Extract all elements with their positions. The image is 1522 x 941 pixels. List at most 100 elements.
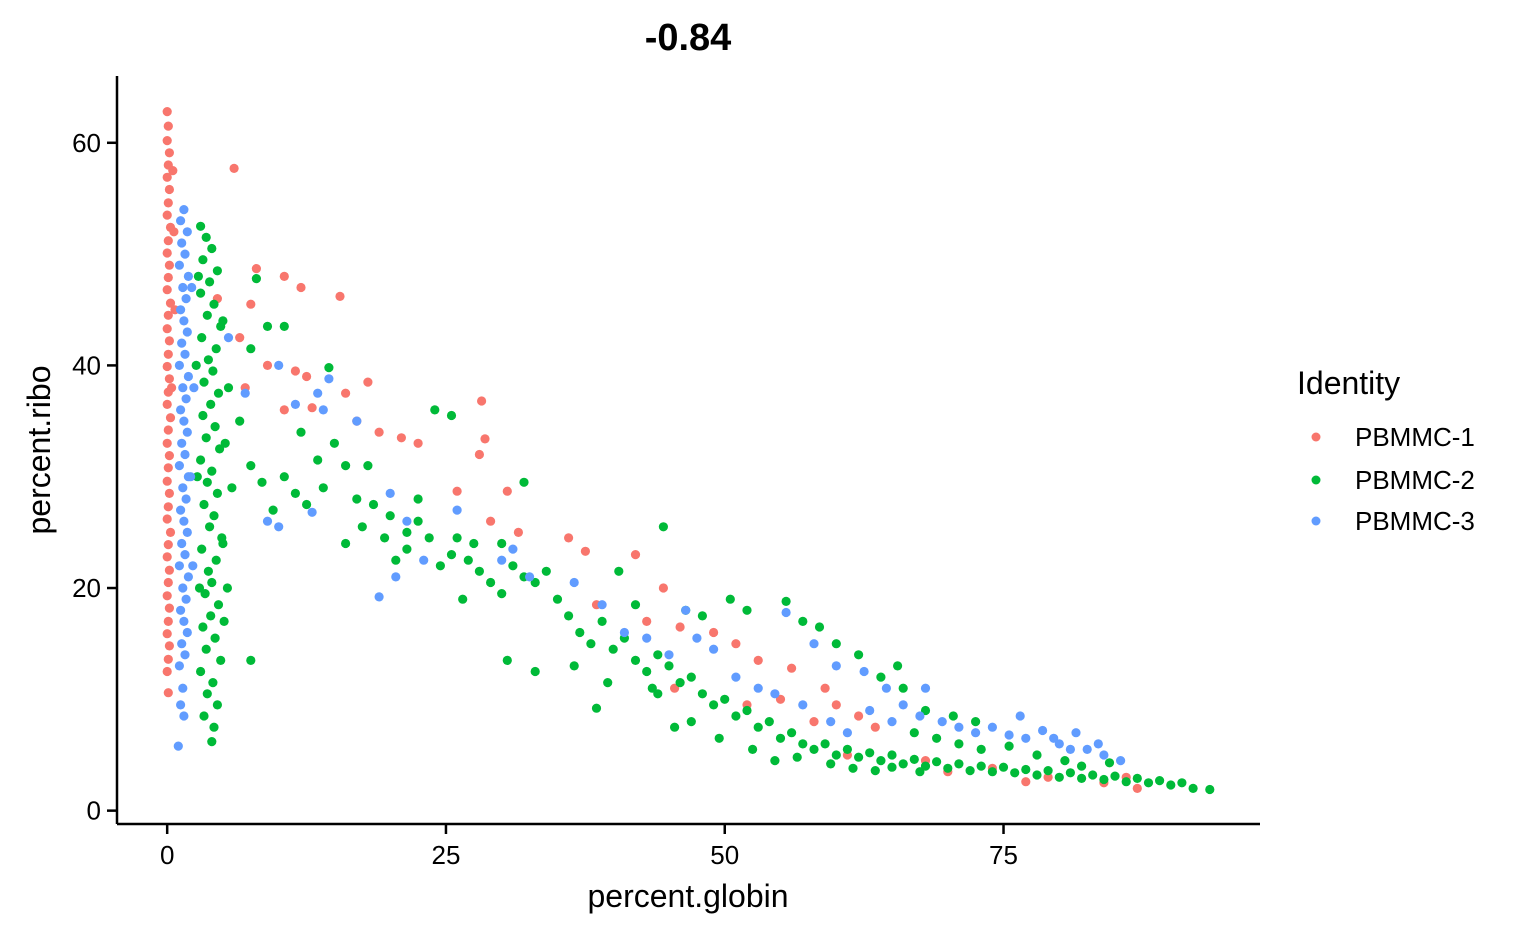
data-point	[446, 550, 457, 560]
data-point	[614, 566, 624, 576]
data-point	[798, 739, 808, 749]
data-point	[775, 733, 786, 743]
data-point	[658, 583, 669, 593]
data-point	[1032, 750, 1042, 760]
data-point	[198, 622, 208, 632]
data-point	[207, 737, 217, 747]
data-point	[477, 396, 487, 406]
data-point	[227, 483, 237, 493]
data-point	[203, 566, 213, 576]
data-point	[168, 166, 178, 176]
legend-label-3: PBMMC-3	[1355, 506, 1475, 536]
data-point	[642, 666, 652, 677]
data-point	[192, 472, 202, 482]
data-point	[220, 438, 230, 448]
data-point	[178, 483, 188, 493]
legend-label-2: PBMMC-2	[1355, 465, 1475, 495]
x-tick-label: 0	[160, 840, 174, 870]
data-point	[686, 717, 696, 727]
data-point	[163, 425, 173, 435]
data-point	[603, 678, 613, 688]
data-point	[859, 666, 869, 677]
data-point	[209, 511, 219, 521]
data-point	[525, 572, 535, 582]
data-point	[1077, 773, 1087, 784]
data-point	[274, 360, 284, 370]
data-point	[182, 327, 192, 337]
data-point	[162, 399, 172, 409]
data-point	[179, 416, 189, 426]
data-point	[341, 461, 351, 471]
data-point	[809, 717, 819, 727]
data-point	[162, 552, 172, 562]
data-point	[216, 655, 226, 666]
data-point	[1004, 741, 1014, 751]
data-point	[318, 483, 328, 493]
series-2	[191, 221, 1215, 795]
data-point	[176, 405, 186, 415]
data-point	[870, 766, 880, 776]
series-3	[173, 205, 1126, 766]
data-point	[207, 466, 217, 476]
data-point	[932, 733, 942, 743]
data-point	[302, 371, 312, 382]
data-point	[1093, 739, 1103, 749]
data-point	[178, 583, 188, 593]
data-point	[826, 717, 836, 727]
data-point	[391, 572, 401, 582]
data-point	[205, 522, 215, 532]
data-point	[402, 516, 412, 526]
data-point	[413, 438, 423, 448]
data-point	[212, 700, 222, 710]
data-point	[831, 750, 841, 760]
data-point	[179, 316, 189, 326]
data-point	[424, 533, 434, 543]
data-point	[181, 394, 191, 404]
data-point	[179, 516, 189, 526]
data-point	[742, 705, 752, 716]
data-point	[196, 221, 206, 231]
data-point	[1004, 730, 1014, 740]
data-point	[180, 550, 190, 560]
data-point	[474, 566, 484, 576]
data-point	[898, 759, 908, 769]
data-point	[987, 767, 998, 777]
data-point	[469, 538, 479, 549]
data-point	[519, 477, 529, 487]
data-point	[196, 666, 206, 677]
data-point	[202, 477, 212, 487]
data-point	[329, 438, 339, 448]
data-point	[814, 622, 825, 632]
data-point	[180, 650, 190, 660]
data-point	[1043, 766, 1053, 776]
data-point	[182, 627, 192, 638]
data-point	[770, 756, 780, 766]
data-point	[692, 633, 702, 643]
data-point	[183, 572, 193, 582]
data-point	[854, 650, 864, 660]
data-point	[240, 388, 250, 398]
data-point	[257, 477, 267, 487]
data-point	[357, 522, 367, 532]
data-point	[235, 416, 245, 426]
data-point	[798, 616, 808, 627]
data-point	[1121, 777, 1131, 787]
data-point	[211, 344, 221, 354]
data-point	[1021, 733, 1031, 743]
data-point	[402, 527, 412, 538]
data-point	[212, 488, 222, 498]
data-point	[753, 655, 763, 666]
data-point	[162, 172, 172, 182]
data-point	[179, 616, 189, 627]
data-point	[199, 499, 209, 510]
data-point	[262, 360, 273, 370]
data-point	[396, 433, 406, 443]
data-point	[1010, 768, 1020, 778]
data-point	[177, 238, 187, 248]
data-point	[165, 298, 176, 308]
y-tick-label: 20	[72, 573, 101, 603]
data-point	[831, 639, 841, 649]
data-point	[787, 728, 797, 738]
